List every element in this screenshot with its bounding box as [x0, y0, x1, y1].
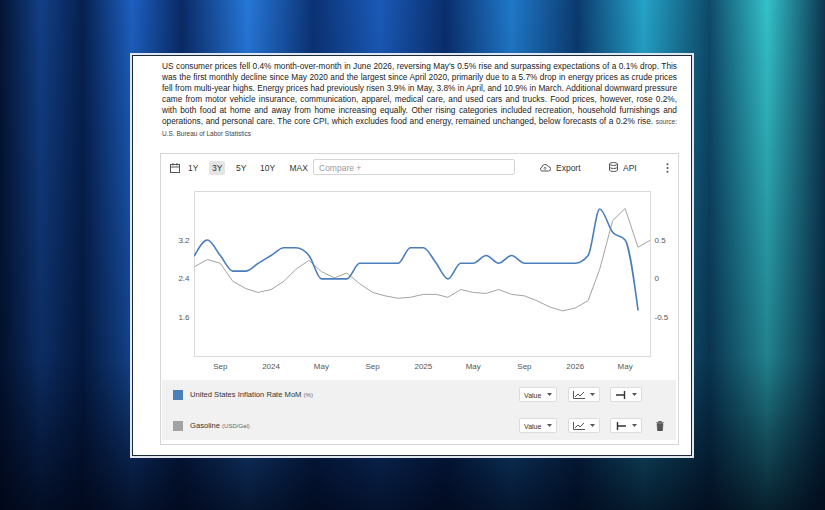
svg-text:2026: 2026 — [566, 362, 584, 371]
html-text:Value: Value — [524, 392, 542, 399]
svg-text:0: 0 — [655, 274, 660, 283]
html-text:1Y: 1Y — [188, 163, 199, 173]
svg-text:May: May — [314, 362, 329, 371]
html-text:United States Inflation Rate M: United States Inflation Rate MoM(%) — [190, 390, 313, 399]
html-text:10Y: 10Y — [260, 163, 276, 173]
svg-text:-0.5: -0.5 — [655, 313, 669, 322]
svg-text:Sep: Sep — [517, 362, 532, 371]
svg-text:May: May — [618, 362, 633, 371]
html-text:US consumer prices fell 0.4% m: US consumer prices fell 0.4% month-over-… — [162, 61, 677, 137]
html-text:Value: Value — [524, 423, 542, 430]
html-text:Export: Export — [556, 163, 581, 173]
html-text:MAX: MAX — [289, 163, 308, 173]
svg-text:Sep: Sep — [213, 362, 228, 371]
svg-text:0.5: 0.5 — [655, 236, 667, 245]
html-text:5Y: 5Y — [236, 163, 247, 173]
svg-text:3.2: 3.2 — [178, 236, 190, 245]
html-text:3Y: 3Y — [212, 163, 223, 173]
html-text:API: API — [623, 163, 637, 173]
svg-text:2024: 2024 — [262, 362, 280, 371]
html-text:Gasoline(USD/Gal): Gasoline(USD/Gal) — [190, 421, 250, 430]
html-text:Compare +: Compare + — [319, 163, 362, 173]
svg-text:2.4: 2.4 — [178, 274, 190, 283]
svg-text:1.6: 1.6 — [178, 313, 190, 322]
svg-text:May: May — [466, 362, 481, 371]
svg-text:Sep: Sep — [365, 362, 380, 371]
svg-text:2025: 2025 — [414, 362, 432, 371]
